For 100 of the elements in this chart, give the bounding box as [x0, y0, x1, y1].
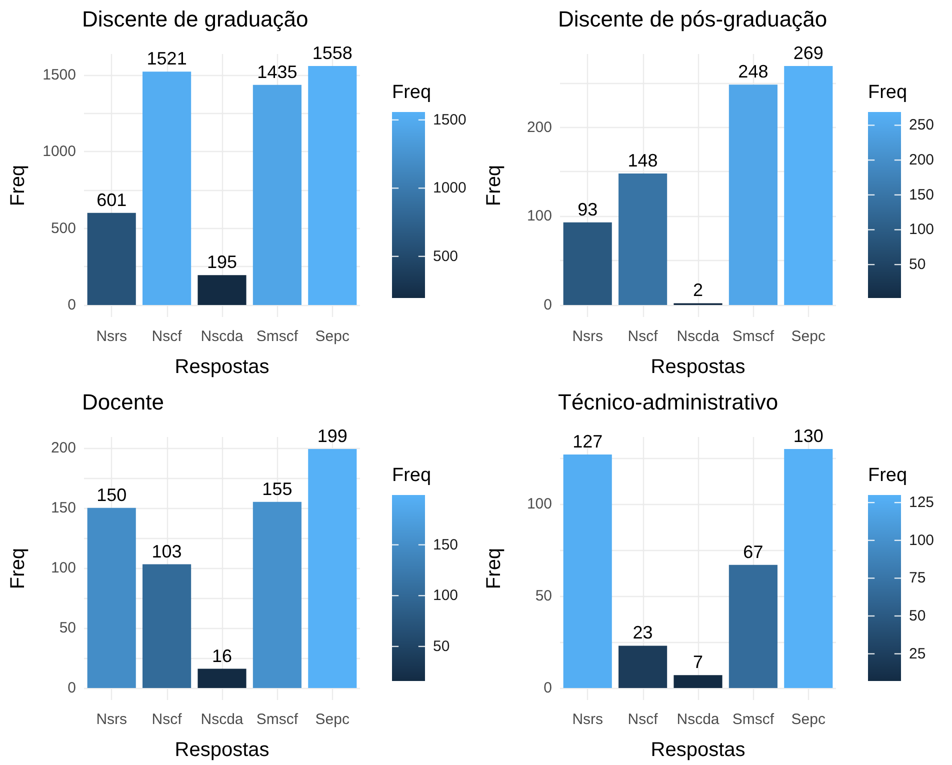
data-label: 269 [793, 42, 824, 63]
data-label: 16 [212, 646, 232, 666]
bar [198, 668, 246, 688]
y-tick-label: 50 [535, 588, 552, 605]
x-tick-label: Nsrs [572, 711, 604, 728]
x-axis-title: Respostas [650, 739, 746, 761]
data-label: 148 [628, 150, 658, 171]
data-label: 127 [572, 431, 603, 452]
color-bar-title: Freq [392, 465, 432, 486]
y-axis-title: Freq [483, 164, 505, 206]
data-label: 1521 [146, 48, 187, 69]
data-label: 7 [692, 652, 704, 672]
bar [87, 508, 136, 688]
y-tick-label: 150 [50, 499, 76, 516]
data-label: 130 [793, 426, 824, 446]
x-axis-title: Respostas [174, 739, 270, 761]
color-bar-label: 500 [433, 248, 458, 265]
data-label: 23 [632, 622, 653, 643]
color-bar-label: 100 [433, 587, 458, 604]
color-bar-label: 250 [909, 116, 934, 134]
bar [142, 564, 192, 688]
x-tick-label: Nsrs [96, 328, 128, 345]
y-tick-label: 50 [59, 619, 76, 636]
data-label: 195 [206, 252, 238, 272]
color-bar-label: 75 [909, 570, 926, 587]
color-bar-label: 100 [909, 532, 934, 549]
data-label: 93 [578, 199, 598, 220]
data-label: 155 [262, 478, 292, 499]
x-tick-label: Nscda [676, 711, 720, 728]
data-label: 67 [743, 542, 764, 562]
bar [142, 72, 192, 306]
color-bar-title: Freq [868, 82, 908, 103]
color-bar-title: Freq [868, 465, 908, 486]
color-bar-label: 150 [433, 536, 458, 554]
y-tick-label: 100 [526, 496, 552, 513]
data-label: 150 [96, 484, 127, 505]
color-bar-label: 200 [909, 152, 934, 169]
data-label: 2 [692, 280, 704, 300]
color-bar-label: 1500 [433, 111, 466, 128]
x-tick-label: Nscf [628, 328, 659, 345]
bar [252, 502, 302, 688]
y-tick-label: 200 [526, 118, 552, 136]
bar [563, 454, 612, 688]
bar [252, 84, 302, 306]
y-tick-label: 0 [68, 679, 76, 696]
y-tick-label: 100 [50, 559, 76, 576]
bar [198, 275, 246, 306]
x-tick-label: Smscf [256, 328, 299, 345]
bar [618, 646, 668, 688]
x-tick-label: Nscf [152, 328, 183, 345]
color-bar-title: Freq [392, 82, 432, 103]
chart-title: Técnico-administrativo [558, 390, 778, 414]
bar [87, 212, 136, 306]
data-label: 248 [738, 62, 768, 82]
y-tick-label: 1500 [42, 66, 76, 84]
data-label: 199 [317, 426, 348, 446]
x-tick-label: Nscf [628, 711, 659, 728]
x-tick-label: Nscf [152, 711, 183, 728]
bar [308, 449, 357, 688]
x-tick-label: Sepc [315, 711, 350, 728]
color-bar-label: 125 [909, 494, 934, 512]
bar [728, 564, 778, 688]
x-tick-label: Nsrs [572, 328, 604, 345]
x-tick-label: Smscf [256, 711, 299, 728]
x-tick-label: Sepc [315, 328, 350, 345]
chart-title: Discente de graduação [82, 6, 308, 32]
y-tick-label: 100 [526, 208, 552, 225]
y-tick-label: 0 [544, 296, 552, 314]
color-bar-label: 50 [909, 256, 926, 274]
bar [674, 675, 722, 688]
x-tick-label: Nscda [200, 711, 244, 728]
data-label: 1558 [312, 42, 352, 63]
data-label: 1435 [257, 62, 298, 82]
color-bar-label: 1000 [433, 180, 466, 197]
bar [784, 66, 833, 306]
bar [728, 84, 778, 306]
x-axis-title: Respostas [650, 356, 746, 378]
color-bar-label: 25 [909, 645, 926, 662]
chart-title: Discente de pós-graduação [558, 6, 828, 32]
color-bar-label: 100 [909, 221, 934, 238]
bar [308, 66, 357, 306]
y-axis-title: Freq [7, 548, 29, 590]
x-tick-label: Sepc [791, 711, 826, 728]
y-tick-label: 1000 [42, 143, 76, 160]
color-bar-label: 50 [433, 638, 450, 655]
y-tick-label: 500 [50, 220, 76, 237]
bar [618, 174, 668, 306]
x-tick-label: Smscf [732, 711, 775, 728]
data-label: 601 [96, 190, 127, 210]
x-tick-label: Nscda [200, 328, 244, 345]
x-tick-label: Nsrs [96, 711, 128, 728]
x-axis-title: Respostas [174, 356, 270, 378]
color-bar-label: 150 [909, 186, 934, 204]
y-tick-label: 0 [68, 296, 76, 314]
y-axis-title: Freq [483, 548, 505, 590]
bar [784, 448, 833, 688]
y-tick-label: 200 [50, 439, 76, 456]
y-tick-label: 0 [544, 680, 552, 697]
y-axis-title: Freq [7, 164, 29, 206]
x-tick-label: Nscda [676, 328, 720, 345]
